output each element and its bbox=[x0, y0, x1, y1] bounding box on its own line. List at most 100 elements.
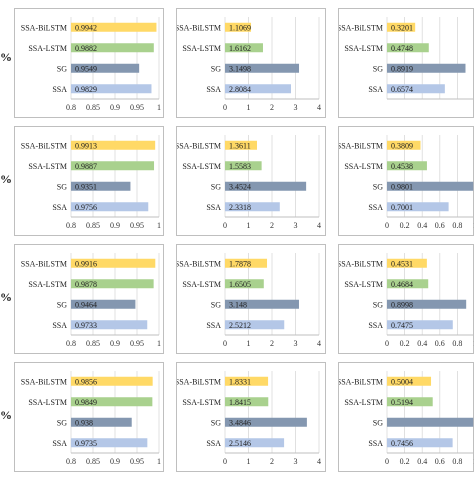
bar bbox=[225, 299, 299, 309]
bar-chart-panel: 0.8 0.85 0.9 0.95 1 SSA-BiLSTM 0.9916 SSA-LSTM 0… bbox=[14, 244, 164, 354]
category-label: SG bbox=[211, 418, 221, 427]
data-label: 0.9801 bbox=[391, 182, 413, 191]
bar bbox=[225, 43, 263, 53]
category-label: SSA bbox=[368, 203, 383, 212]
x-tick-label: 3 bbox=[294, 221, 298, 230]
data-label: 1.6505 bbox=[229, 280, 251, 289]
bar bbox=[387, 43, 429, 53]
data-label: 0.5194 bbox=[391, 398, 413, 407]
category-label: SSA bbox=[368, 439, 383, 448]
x-tick-label: 0 bbox=[223, 339, 227, 348]
x-tick-label: 0.8 bbox=[66, 103, 76, 112]
x-tick-label: 0 bbox=[385, 457, 389, 466]
x-tick-label: 0.2 bbox=[400, 339, 410, 348]
category-label: SSA-BiLSTM bbox=[177, 23, 221, 32]
x-tick-label: 0 bbox=[223, 221, 227, 230]
data-label: 0.4538 bbox=[391, 162, 413, 171]
data-label: 0.8998 bbox=[391, 300, 413, 309]
category-label: SSA bbox=[206, 203, 221, 212]
bar-chart-panel: 00.20.40.60.81SSA-BiLSTM0.5004SSA-LSTM0.… bbox=[337, 362, 474, 472]
data-label: 2.8084 bbox=[229, 85, 251, 94]
data-label: 0.9464 bbox=[75, 300, 97, 309]
x-tick-label: 0 bbox=[385, 339, 389, 348]
data-label: 0.9882 bbox=[75, 44, 97, 53]
bar bbox=[387, 161, 427, 171]
category-label: SSA-BiLSTM bbox=[21, 259, 67, 268]
x-tick-label: 0.9 bbox=[110, 221, 120, 230]
bar bbox=[225, 320, 285, 330]
bar bbox=[71, 63, 140, 73]
category-label: SSA-BiLSTM bbox=[339, 377, 383, 386]
row-label-4: % bbox=[0, 408, 12, 422]
x-tick-label: 4 bbox=[317, 221, 321, 230]
bar-chart-panel: 0.8 0.85 0.9 0.95 1 SSA-BiLSTM 0.9913 SSA-LSTM 0… bbox=[14, 126, 164, 236]
x-tick-label: 1 bbox=[247, 221, 251, 230]
x-tick-label: 0.6 bbox=[435, 221, 445, 230]
data-label: 0.9913 bbox=[75, 141, 97, 150]
data-label: 0.7475 bbox=[391, 321, 413, 330]
x-tick-label: 0.6 bbox=[435, 339, 445, 348]
category-label: SSA bbox=[368, 85, 383, 94]
x-tick-label: 0 bbox=[223, 103, 227, 112]
data-label: 0.4531 bbox=[391, 259, 413, 268]
data-label: 1.5583 bbox=[229, 162, 251, 171]
category-label: SG bbox=[211, 182, 221, 191]
x-tick-label: 2 bbox=[270, 221, 274, 230]
x-tick-label: 0.8 bbox=[66, 339, 76, 348]
bar-chart-panel: 0.8 0.85 0.9 0.95 1 SSA-BiLSTM 0.9856 SSA-LSTM 0… bbox=[14, 362, 164, 472]
bar bbox=[387, 299, 467, 309]
category-label: SSA bbox=[52, 321, 67, 330]
category-label: SSA-LSTM bbox=[182, 44, 221, 53]
bar-chart-panel: 00.20.40.60.81SSA-BiLSTM0.3809SSA-LSTM0.… bbox=[337, 126, 474, 236]
x-tick-label: 0.9 bbox=[110, 457, 120, 466]
bar-chart: 0 1 2 3 4 SSA-BiLSTM 1.8331 SSA-LSTM 1.8415 SG 3.4… bbox=[175, 371, 321, 466]
x-tick-label: 0.8 bbox=[66, 457, 76, 466]
category-label: SSA-BiLSTM bbox=[21, 141, 67, 150]
category-label: SSA-LSTM bbox=[28, 280, 67, 289]
bar bbox=[71, 161, 155, 171]
bar bbox=[387, 417, 474, 427]
bar bbox=[387, 279, 429, 289]
x-tick-label: 0.8 bbox=[452, 339, 462, 348]
bar bbox=[225, 84, 291, 94]
category-label: SG bbox=[373, 182, 383, 191]
x-tick-label: 0.85 bbox=[86, 457, 100, 466]
category-label: SSA bbox=[52, 85, 67, 94]
bar bbox=[387, 140, 421, 150]
row-label-2: % bbox=[0, 172, 12, 186]
x-tick-label: 0.2 bbox=[400, 221, 410, 230]
data-label: 0.4684 bbox=[391, 280, 413, 289]
x-tick-label: 0.4 bbox=[417, 339, 427, 348]
x-tick-label: 0 bbox=[385, 221, 389, 230]
bar bbox=[71, 22, 157, 32]
x-tick-label: 3 bbox=[294, 103, 298, 112]
bar bbox=[387, 63, 466, 73]
category-label: SSA-LSTM bbox=[344, 398, 383, 407]
bar bbox=[71, 320, 148, 330]
data-label: 0.9549 bbox=[75, 64, 97, 73]
x-tick-label: 4 bbox=[317, 457, 321, 466]
bar-chart: 0.8 0.85 0.9 0.95 1 SSA-BiLSTM 0.9856 SSA-LSTM 0… bbox=[21, 371, 161, 466]
data-label: 0.9733 bbox=[75, 321, 97, 330]
category-label: SSA-BiLSTM bbox=[339, 23, 383, 32]
bar bbox=[71, 397, 153, 407]
data-label: 0.6574 bbox=[391, 85, 413, 94]
category-label: SSA-BiLSTM bbox=[177, 377, 221, 386]
bar bbox=[71, 84, 152, 94]
x-tick-label: 0.8 bbox=[452, 221, 462, 230]
row-label-3: % bbox=[0, 290, 12, 304]
bar-chart-panel: 0 1 2 3 4 SSA-BiLSTM 1.8331 SSA-LSTM 1.8415 SG 3.4… bbox=[175, 362, 326, 472]
data-label: 2.5146 bbox=[229, 439, 251, 448]
category-label: SG bbox=[373, 64, 383, 73]
bar bbox=[387, 320, 453, 330]
bar bbox=[71, 140, 156, 150]
data-label: 0.3201 bbox=[391, 23, 413, 32]
bar bbox=[387, 202, 449, 212]
x-tick-label: 3 bbox=[294, 457, 298, 466]
category-label: SSA-LSTM bbox=[344, 162, 383, 171]
data-label: 0.9856 bbox=[75, 377, 97, 386]
x-tick-label: 1 bbox=[247, 339, 251, 348]
x-tick-label: 1 bbox=[157, 103, 161, 112]
x-tick-label: 0.4 bbox=[417, 457, 427, 466]
